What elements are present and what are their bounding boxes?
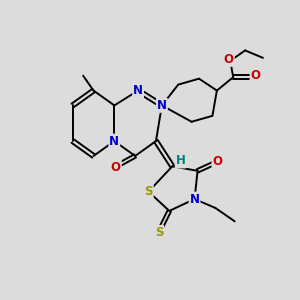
- Text: N: N: [190, 193, 200, 206]
- Text: N: N: [133, 84, 143, 97]
- Text: O: O: [250, 69, 260, 82]
- Text: H: H: [176, 154, 186, 167]
- Text: O: O: [224, 53, 234, 66]
- Text: S: S: [155, 226, 163, 239]
- Text: O: O: [111, 161, 121, 174]
- Text: N: N: [157, 99, 167, 112]
- Text: N: N: [109, 135, 119, 148]
- Text: S: S: [144, 185, 153, 198]
- Text: O: O: [212, 155, 223, 168]
